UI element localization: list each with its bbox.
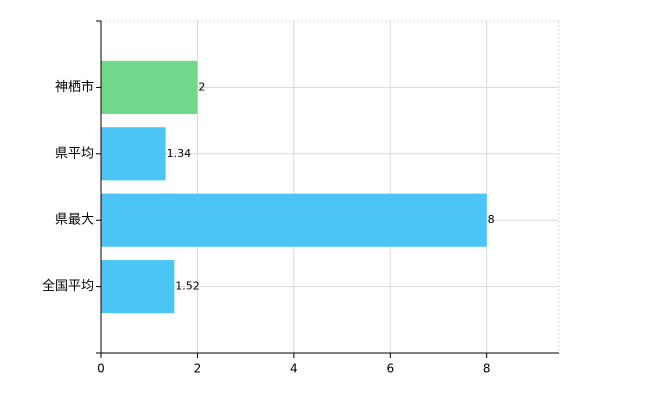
bar <box>101 127 166 181</box>
bar <box>101 60 198 114</box>
bar <box>101 193 487 247</box>
data-label: 1.34 <box>167 147 192 160</box>
x-tick-label: 0 <box>97 362 105 376</box>
x-tick-label: 6 <box>386 362 394 376</box>
data-label: 2 <box>198 80 205 93</box>
y-tick-label: 神栖市 <box>55 79 94 95</box>
y-tick-label: 県最大 <box>55 213 94 228</box>
data-label: 1.52 <box>175 280 200 293</box>
x-tick-label: 8 <box>483 362 491 376</box>
data-label: 8 <box>488 213 495 226</box>
bar <box>101 260 175 314</box>
y-tick-label: 県平均 <box>55 146 94 161</box>
x-tick-label: 2 <box>194 362 202 376</box>
y-tick-label: 全国平均 <box>42 278 94 294</box>
x-tick-label: 4 <box>290 362 298 376</box>
